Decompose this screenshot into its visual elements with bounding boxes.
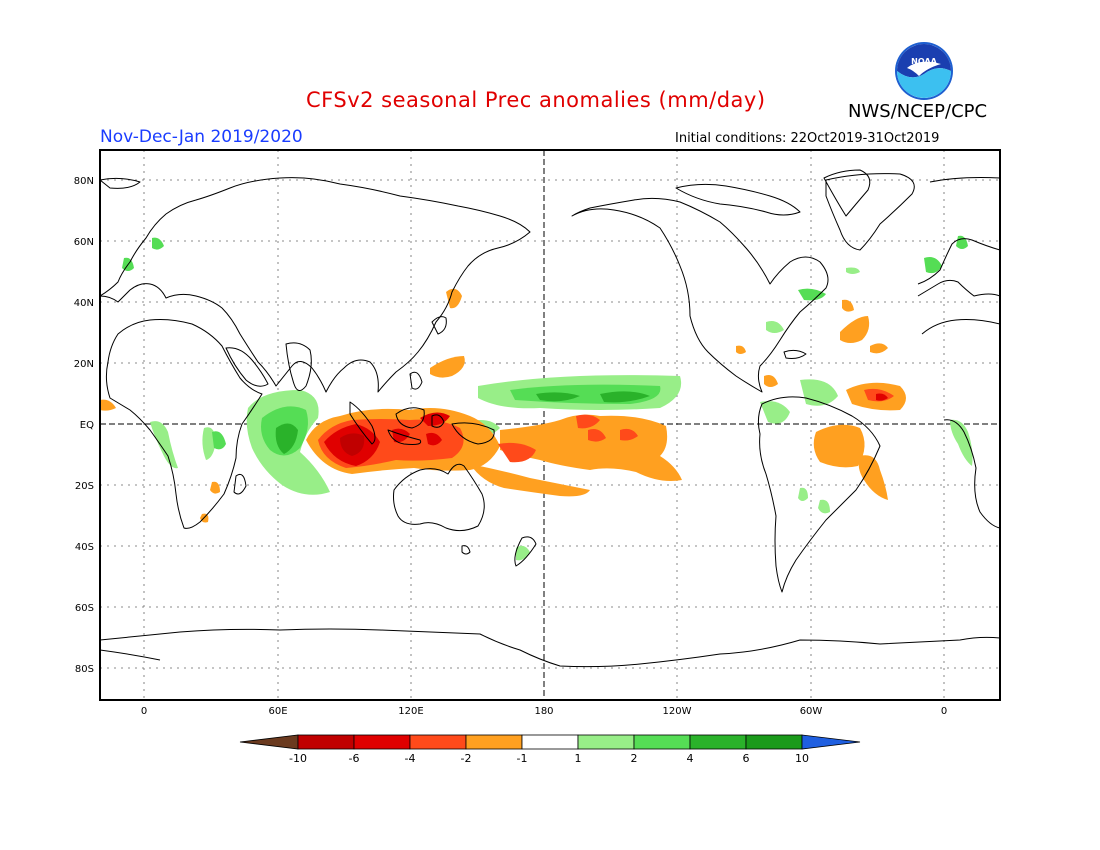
lat-tick-label: 40S: [75, 542, 94, 553]
lon-tick-label: 60E: [268, 706, 287, 717]
logo-text: NOAA: [911, 57, 937, 66]
colorbar-swatch: [577, 734, 635, 750]
agency-label: NWS/NCEP/CPC: [848, 101, 988, 122]
map-plot: 80N 60N 40N 20N EQ 20S 40S 60S 80S 0 60E…: [74, 149, 1001, 717]
lon-tick-label: 60W: [800, 706, 823, 717]
colorbar-labels: -10 -6 -4 -2 -1 1 2 4 6 10: [289, 752, 809, 765]
colorbar-label: 4: [687, 752, 694, 765]
colorbar-swatch: [745, 734, 803, 750]
colorbar-arrow-low: [239, 734, 299, 750]
colorbar-swatch: [409, 734, 467, 750]
noaa-logo: NOAA: [895, 42, 953, 100]
lat-tick-label: 60S: [75, 603, 94, 614]
forecast-period: Nov-Dec-Jan 2019/2020: [100, 127, 303, 147]
lat-tick-label: 60N: [74, 237, 94, 248]
colorbar-label: 6: [743, 752, 750, 765]
colorbar-label: -10: [289, 752, 307, 765]
colorbar-label: -4: [405, 752, 416, 765]
lat-tick-label: 40N: [74, 298, 94, 309]
colorbar-swatch: [689, 734, 747, 750]
initial-conditions: Initial conditions: 22Oct2019-31Oct2019: [675, 131, 940, 146]
colorbar-label: -2: [461, 752, 472, 765]
lon-tick-label: 180: [534, 706, 553, 717]
colorbar-swatch: [353, 734, 411, 750]
colorbar: -10 -6 -4 -2 -1 1 2 4 6 10: [239, 734, 861, 765]
dry-anomalies: [100, 288, 906, 523]
coastlines: [100, 169, 1000, 668]
colorbar-swatch: [297, 734, 355, 750]
lon-tick-label: 120W: [663, 706, 692, 717]
chart-title: CFSv2 seasonal Prec anomalies (mm/day): [306, 88, 766, 112]
lat-tick-label: EQ: [80, 420, 94, 431]
lon-tick-label: 120E: [398, 706, 423, 717]
colorbar-label: 1: [575, 752, 582, 765]
lon-tick-label: 0: [941, 706, 947, 717]
colorbar-swatch: [633, 734, 691, 750]
colorbar-label: 2: [631, 752, 638, 765]
colorbar-arrow-high: [801, 734, 861, 750]
lat-tick-label: 80S: [75, 664, 94, 675]
lon-tick-label: 0: [141, 706, 147, 717]
lon-labels: 0 60E 120E 180 120W 60W 0: [141, 706, 947, 717]
map-frame: [99, 149, 1001, 701]
lat-tick-label: 20S: [75, 481, 94, 492]
wet-anomalies: [122, 235, 973, 561]
colorbar-swatches: [239, 734, 861, 750]
colorbar-label: -6: [349, 752, 360, 765]
colorbar-swatch: [521, 734, 579, 750]
lat-tick-label: 80N: [74, 176, 94, 187]
lat-labels: 80N 60N 40N 20N EQ 20S 40S 60S 80S: [74, 176, 94, 675]
colorbar-label: 10: [795, 752, 809, 765]
colorbar-swatch: [465, 734, 523, 750]
lat-tick-label: 20N: [74, 359, 94, 370]
colorbar-label: -1: [517, 752, 528, 765]
